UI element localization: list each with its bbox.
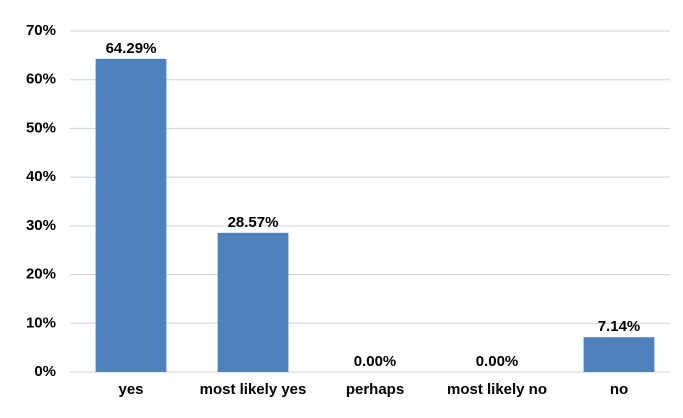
y-tick-label: 10% — [26, 314, 56, 331]
data-label: 64.29% — [106, 40, 157, 57]
y-tick-label: 60% — [26, 71, 56, 88]
data-label: 0.00% — [476, 353, 519, 370]
data-label: 7.14% — [598, 318, 641, 335]
bar — [95, 58, 167, 372]
bar — [583, 337, 655, 372]
x-tick-label: perhaps — [346, 381, 404, 398]
x-tick-label: most likely no — [447, 381, 547, 398]
y-tick-label: 40% — [26, 168, 56, 185]
data-label: 0.00% — [354, 353, 397, 370]
data-label: 28.57% — [228, 214, 279, 231]
y-tick-label: 70% — [26, 22, 56, 39]
y-tick-label: 0% — [34, 363, 56, 380]
bar — [217, 232, 289, 372]
y-tick-label: 50% — [26, 119, 56, 136]
y-tick-label: 20% — [26, 266, 56, 283]
x-tick-label: no — [610, 381, 628, 398]
y-tick-label: 30% — [26, 217, 56, 234]
x-tick-label: yes — [118, 381, 143, 398]
x-tick-label: most likely yes — [200, 381, 307, 398]
